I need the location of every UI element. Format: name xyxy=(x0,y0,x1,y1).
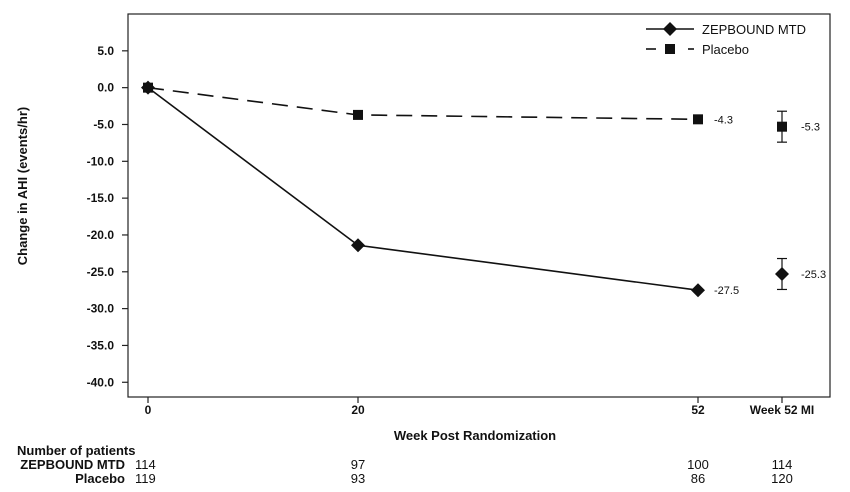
placebo-mi-point xyxy=(777,121,787,132)
patients-row-label: ZEPBOUND MTD xyxy=(20,457,125,472)
patients-count: 86 xyxy=(690,471,706,486)
patients-count: 114 xyxy=(135,457,156,472)
plot-frame xyxy=(127,13,831,398)
y-axis-ticks: 5.0 0.0 -5.0 -10.0 -15.0 -20.0 -25.0 -30.0 -35.0… xyxy=(87,44,128,389)
x-tick-label: Week 52 MI xyxy=(750,403,814,417)
y-tick-label: -30.0 xyxy=(87,302,115,316)
patients-count: 93 xyxy=(350,471,366,486)
legend: ZEPBOUND MTD Placebo xyxy=(646,22,806,57)
zepbound-end-label: -27.5 xyxy=(714,285,739,297)
x-tick-label: 52 xyxy=(691,403,705,417)
zepbound-mi-point xyxy=(775,266,789,281)
y-tick-label: 5.0 xyxy=(97,44,114,58)
y-tick-label: -15.0 xyxy=(87,191,115,205)
patients-count: 100 xyxy=(687,457,709,472)
y-tick-label: -10.0 xyxy=(87,154,115,168)
zepbound-point xyxy=(351,238,365,253)
zepbound-point xyxy=(691,283,705,298)
x-tick-label: 20 xyxy=(351,403,365,417)
placebo-line xyxy=(147,86,699,121)
x-axis-ticks: 0 20 52 Week 52 MI xyxy=(145,397,814,417)
y-tick-label: 0.0 xyxy=(97,81,114,95)
y-axis-label: Change in AHI (events/hr) xyxy=(15,107,30,265)
series-group: -4.3 -5.3 -27.5 -25.3 xyxy=(141,80,826,298)
placebo-point xyxy=(693,114,703,125)
zepbound-point xyxy=(141,80,155,95)
legend-entry: ZEPBOUND MTD xyxy=(702,22,806,37)
placebo-end-label: -4.3 xyxy=(714,114,733,126)
legend-marker xyxy=(665,44,675,54)
patients-count: 97 xyxy=(350,457,366,472)
ahi-change-chart: 5.0 0.0 -5.0 -10.0 -15.0 -20.0 -25.0 -30.0 -35.0… xyxy=(15,13,831,443)
patients-count: 120 xyxy=(771,471,793,486)
y-tick-label: -40.0 xyxy=(87,375,115,389)
y-tick-label: -5.0 xyxy=(93,117,114,131)
zepbound-line xyxy=(147,87,699,291)
y-tick-label: -25.0 xyxy=(87,265,115,279)
y-tick-label: -20.0 xyxy=(87,228,115,242)
legend-marker xyxy=(663,22,677,36)
zepbound-mi-label: -25.3 xyxy=(801,269,826,281)
x-axis-label: Week Post Randomization xyxy=(394,428,556,443)
x-tick-label: 0 xyxy=(145,403,152,417)
placebo-mi-label: -5.3 xyxy=(801,122,820,134)
patients-row-label: Placebo xyxy=(75,471,125,486)
placebo-point xyxy=(353,109,363,120)
y-tick-label: -35.0 xyxy=(87,338,115,352)
patients-count: 119 xyxy=(135,471,156,486)
patients-count: 114 xyxy=(771,457,793,472)
patients-heading: Number of patients xyxy=(17,443,136,458)
legend-entry: Placebo xyxy=(702,42,749,57)
